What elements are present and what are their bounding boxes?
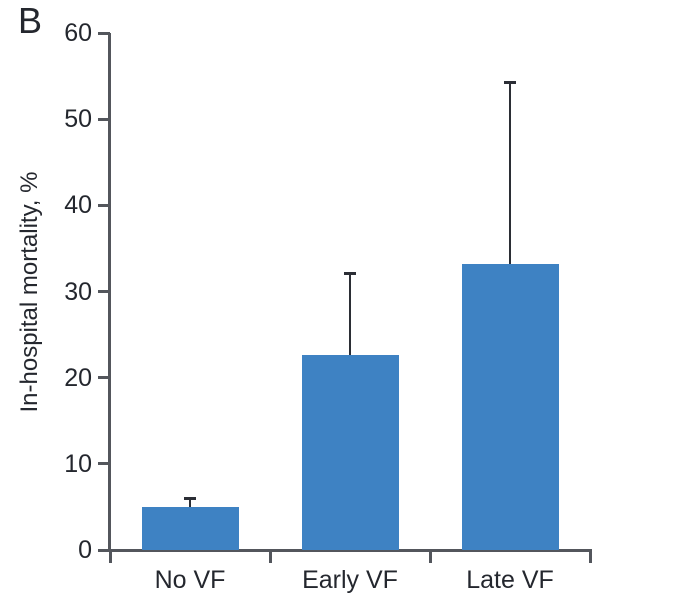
x-tick-mark xyxy=(588,550,592,563)
y-tick-label: 40 xyxy=(64,191,92,220)
y-tick-label: 10 xyxy=(64,449,92,478)
error-bar-cap xyxy=(184,497,196,501)
error-bar-stem xyxy=(349,274,351,356)
y-tick-mark xyxy=(98,290,110,293)
y-tick-label: 0 xyxy=(78,536,92,564)
x-axis-category-label: Early VF xyxy=(302,566,398,594)
x-axis-category-label: No VF xyxy=(154,566,226,594)
y-tick-mark xyxy=(98,31,110,35)
y-tick-label: 60 xyxy=(64,19,92,47)
error-bar-cap xyxy=(504,80,516,84)
x-tick-mark xyxy=(428,550,432,563)
error-bar-stem xyxy=(509,82,511,264)
y-tick-label: 20 xyxy=(64,363,92,392)
x-axis-line xyxy=(108,549,592,552)
y-tick-mark xyxy=(98,548,110,552)
x-axis-category-label: Late VF xyxy=(466,566,554,594)
error-bar-stem xyxy=(189,499,191,507)
y-tick-mark xyxy=(98,203,110,207)
y-tick-label: 30 xyxy=(64,277,92,306)
bar xyxy=(141,506,239,550)
bar xyxy=(301,355,399,550)
error-bar-cap xyxy=(344,272,356,276)
y-tick-mark xyxy=(98,117,110,121)
x-tick-mark xyxy=(108,550,112,563)
panel-label: B xyxy=(18,0,43,41)
y-tick-label: 50 xyxy=(64,105,92,134)
x-tick-mark xyxy=(268,550,272,563)
y-tick-mark xyxy=(98,462,110,466)
bar xyxy=(461,263,559,550)
y-tick-mark xyxy=(98,376,110,380)
